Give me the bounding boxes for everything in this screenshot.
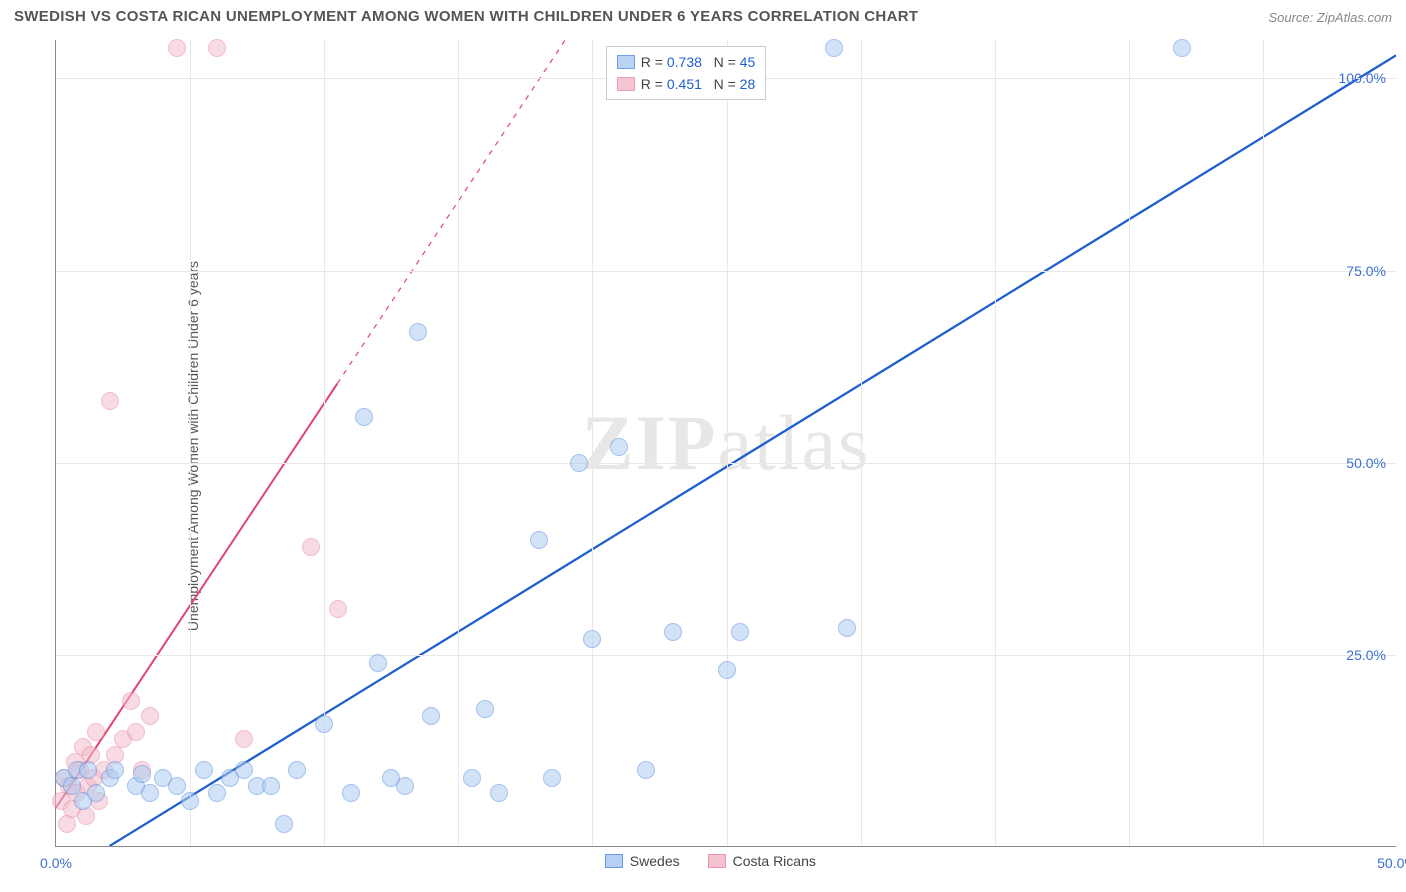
scatter-point	[208, 784, 226, 802]
scatter-point	[731, 623, 749, 641]
scatter-point	[329, 600, 347, 618]
watermark-bold: ZIP	[582, 399, 718, 486]
legend-text: R = 0.738 N = 45	[641, 51, 755, 73]
scatter-point	[133, 765, 151, 783]
scatter-point	[87, 784, 105, 802]
scatter-point	[208, 39, 226, 57]
gridline-v	[995, 40, 996, 846]
scatter-point	[235, 761, 253, 779]
bottom-legend: Swedes Costa Ricans	[605, 853, 816, 869]
scatter-point	[718, 661, 736, 679]
bottom-legend-item: Swedes	[605, 853, 680, 869]
scatter-point	[1173, 39, 1191, 57]
plot-area: ZIPatlas 25.0%50.0%75.0%100.0%0.0%50.0%R…	[55, 40, 1396, 847]
y-tick-label: 25.0%	[1346, 647, 1386, 663]
legend-swatch	[605, 854, 623, 868]
scatter-point	[396, 777, 414, 795]
gridline-h	[56, 271, 1396, 272]
x-tick-label: 50.0%	[1377, 855, 1406, 871]
scatter-point	[58, 815, 76, 833]
scatter-point	[141, 707, 159, 725]
scatter-point	[583, 630, 601, 648]
chart-container: SWEDISH VS COSTA RICAN UNEMPLOYMENT AMON…	[0, 0, 1406, 892]
scatter-point	[127, 723, 145, 741]
y-tick-label: 100.0%	[1339, 70, 1386, 86]
scatter-point	[168, 777, 186, 795]
correlation-legend-row: R = 0.451 N = 28	[617, 73, 755, 95]
scatter-point	[235, 730, 253, 748]
gridline-v	[727, 40, 728, 846]
scatter-point	[543, 769, 561, 787]
y-tick-label: 75.0%	[1346, 263, 1386, 279]
scatter-point	[79, 761, 97, 779]
scatter-point	[355, 408, 373, 426]
legend-swatch	[708, 854, 726, 868]
scatter-point	[288, 761, 306, 779]
gridline-v	[458, 40, 459, 846]
gridline-v	[190, 40, 191, 846]
gridline-h	[56, 655, 1396, 656]
legend-swatch	[617, 55, 635, 69]
scatter-point	[101, 392, 119, 410]
scatter-point	[409, 323, 427, 341]
scatter-point	[463, 769, 481, 787]
scatter-point	[838, 619, 856, 637]
correlation-legend-row: R = 0.738 N = 45	[617, 51, 755, 73]
chart-title: SWEDISH VS COSTA RICAN UNEMPLOYMENT AMON…	[14, 8, 918, 25]
scatter-point	[141, 784, 159, 802]
regression-line	[110, 55, 1396, 846]
gridline-h	[56, 463, 1396, 464]
scatter-point	[664, 623, 682, 641]
correlation-legend: R = 0.738 N = 45R = 0.451 N = 28	[606, 46, 766, 100]
scatter-point	[315, 715, 333, 733]
scatter-point	[530, 531, 548, 549]
gridline-v	[1129, 40, 1130, 846]
scatter-point	[342, 784, 360, 802]
gridline-v	[592, 40, 593, 846]
scatter-point	[570, 454, 588, 472]
scatter-point	[422, 707, 440, 725]
scatter-point	[168, 39, 186, 57]
scatter-point	[369, 654, 387, 672]
scatter-point	[610, 438, 628, 456]
bottom-legend-label: Swedes	[630, 853, 680, 869]
scatter-point	[106, 761, 124, 779]
x-tick-label: 0.0%	[40, 855, 72, 871]
bottom-legend-label: Costa Ricans	[733, 853, 816, 869]
regression-line-solid	[56, 383, 337, 807]
scatter-point	[490, 784, 508, 802]
scatter-point	[262, 777, 280, 795]
legend-swatch	[617, 77, 635, 91]
watermark-rest: atlas	[718, 399, 871, 486]
scatter-point	[122, 692, 140, 710]
scatter-point	[825, 39, 843, 57]
scatter-point	[275, 815, 293, 833]
scatter-point	[476, 700, 494, 718]
regression-line-dashed	[337, 40, 565, 383]
bottom-legend-item: Costa Ricans	[708, 853, 816, 869]
source-label: Source: ZipAtlas.com	[1268, 10, 1392, 25]
scatter-point	[87, 723, 105, 741]
scatter-point	[302, 538, 320, 556]
scatter-point	[195, 761, 213, 779]
y-tick-label: 50.0%	[1346, 455, 1386, 471]
legend-text: R = 0.451 N = 28	[641, 73, 755, 95]
gridline-v	[861, 40, 862, 846]
scatter-point	[637, 761, 655, 779]
scatter-point	[181, 792, 199, 810]
gridline-v	[1263, 40, 1264, 846]
scatter-point	[77, 807, 95, 825]
